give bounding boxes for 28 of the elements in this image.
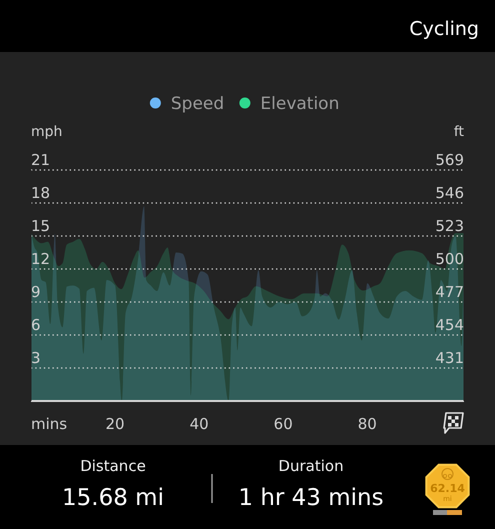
y-axis-title: mph [31,124,62,140]
y2-axis-title: ft [454,124,465,140]
y2-tick-label: 569 [435,151,464,169]
y2-tick-label: 500 [435,250,464,268]
y-tick-label: 18 [31,184,50,202]
y-tick-label: 21 [31,151,50,169]
text: Duration [278,457,344,475]
y-tick-label: 6 [31,316,41,334]
x-axis-title: mins [31,415,68,433]
x-tick-label: 60 [274,415,293,433]
x-tick-label: 40 [190,415,209,433]
y-tick-label: 15 [31,217,50,235]
y-tick-label: 12 [31,250,50,268]
x-tick-label: 20 [106,415,125,433]
text: Distance [80,457,146,475]
y2-tick-label: 546 [435,184,464,202]
y2-tick-label: 431 [435,349,464,367]
y2-tick-label: 477 [435,283,464,301]
legend-label: Elevation [260,94,340,114]
x-tick-label: 80 [358,415,377,433]
text: 1 hr 43 mins [238,485,384,511]
y2-tick-label: 454 [435,316,464,334]
text: 15.68 mi [62,485,164,511]
y-tick-label: 9 [31,283,41,301]
y-tick-label: 3 [31,349,41,367]
legend-label: Speed [170,94,224,114]
y2-tick-label: 523 [435,217,464,235]
chart-title: Cycling [409,18,479,40]
